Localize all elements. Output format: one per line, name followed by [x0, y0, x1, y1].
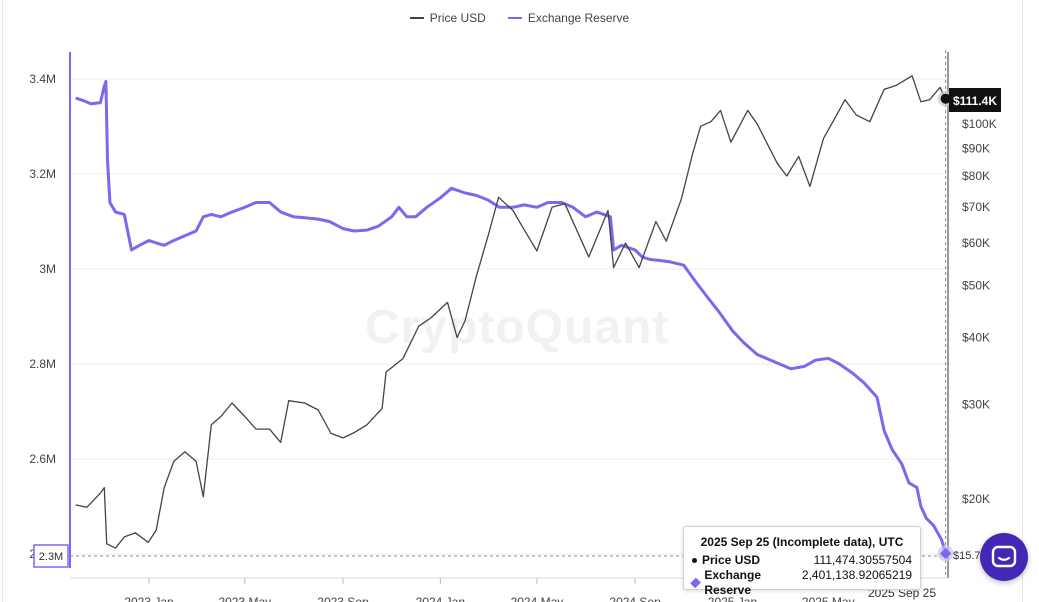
price-dot-icon [692, 558, 697, 563]
reserve-diamond-icon [690, 577, 702, 589]
left-axis-tick-label: 3.4M [29, 72, 56, 86]
legend-swatch-reserve [507, 17, 522, 19]
right-axis-tick-label: $40K [962, 330, 990, 344]
left-axis-tick-label: 2.6M [29, 452, 56, 466]
x-axis-tick-label: 2025 May [802, 595, 855, 602]
series-line-price [75, 75, 947, 549]
watermark-logo: CryptoQuant [365, 301, 670, 354]
legend-label-price: Price USD [429, 11, 486, 25]
series-line-exchange-reserve [75, 79, 948, 554]
right-axis-tick-label: $90K [962, 142, 990, 156]
right-axis-tick-label: $70K [962, 200, 990, 214]
x-axis-tick-label: 2024 May [511, 595, 564, 602]
tooltip-price-label: Price USD [702, 553, 761, 567]
right-axis-tick-label: $20K [962, 492, 990, 506]
legend-label-reserve: Exchange Reserve [527, 11, 630, 25]
current-reserve-badge: 2.3M [39, 551, 63, 563]
x-axis-tick-label: 2024 Jan [416, 595, 465, 602]
left-axis-tick-label: 2.8M [29, 357, 56, 371]
current-price-badge-bg [949, 88, 1001, 112]
current-price-badge: $111.4K [953, 94, 997, 108]
tooltip-title: 2025 Sep 25 (Incomplete data), UTC [700, 535, 904, 549]
chat-support-button[interactable] [980, 533, 1028, 581]
reserve-marker [939, 547, 952, 560]
tooltip-reserve-key: Exchange Reserve [690, 568, 802, 598]
x-axis-tick-label: 2023 May [218, 595, 271, 602]
right-axis-tick-label: $30K [962, 398, 990, 412]
right-axis-tick-label: $50K [962, 279, 990, 293]
x-axis-tick-label: 2023 Sep [317, 595, 369, 602]
x-axis-tick-label: 2023 Jan [124, 595, 173, 602]
tooltip-row-reserve: Exchange Reserve 2,401,138.92065219 [690, 568, 912, 598]
panel-left-border [2, 0, 3, 602]
tooltip-price-key: Price USD [692, 553, 760, 568]
right-axis-tick-label: $100K [962, 117, 997, 131]
tooltip-reserve-label: Exchange Reserve [704, 568, 762, 597]
current-reserve-badge-bg [33, 544, 69, 568]
x-axis-tick-label: 2024 Sep [609, 595, 661, 602]
chat-bubble-icon [991, 545, 1017, 568]
right-axis-tick-label: $80K [962, 169, 990, 183]
price-edge-label: $15.7 [953, 550, 981, 562]
x-axis-tick-label: 2025 Jan [708, 595, 757, 602]
chart-tooltip: 2025 Sep 25 (Incomplete data), UTC Price… [683, 526, 921, 597]
tooltip-price-value: 111,474.30557504 [813, 553, 912, 567]
left-axis-tick-label: 3M [39, 262, 56, 276]
tooltip-reserve-value: 2,401,138.92065219 [801, 568, 912, 582]
price-marker [940, 93, 951, 104]
legend-item-reserve[interactable]: Exchange Reserve [507, 11, 630, 25]
left-axis-tick-label: 3.2M [29, 167, 56, 181]
right-axis-tick-label: $60K [962, 236, 990, 250]
tooltip-row-price: Price USD 111,474.30557504 [692, 553, 912, 568]
chart-legend: Price USD Exchange Reserve [0, 11, 1039, 25]
panel-right-border [1022, 0, 1023, 602]
legend-item-price[interactable]: Price USD [409, 11, 486, 25]
legend-swatch-price [409, 17, 424, 19]
